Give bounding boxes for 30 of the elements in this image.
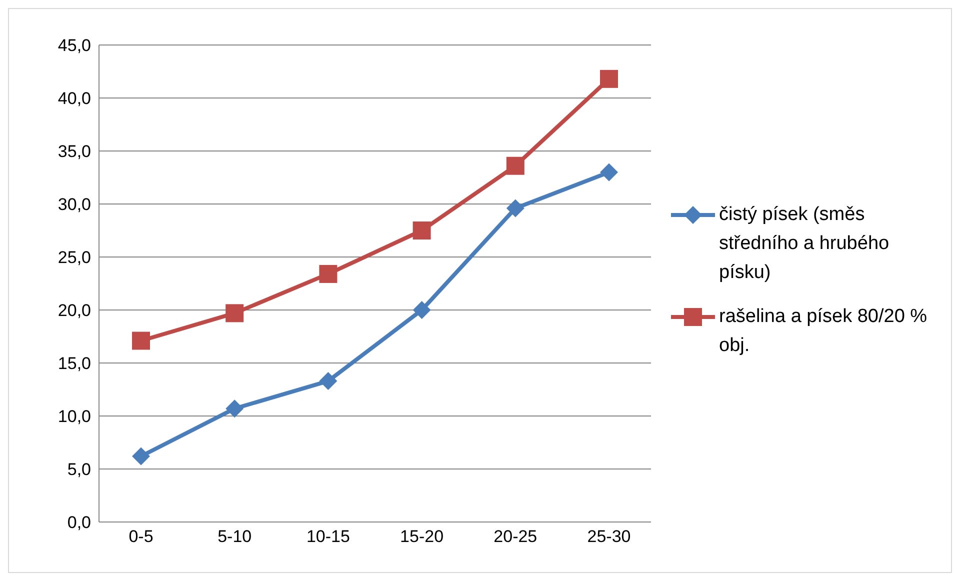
x-tick-label: 10-15 [306, 527, 350, 546]
y-tick-label: 40,0 [58, 89, 91, 108]
y-tick-label: 5,0 [67, 460, 91, 480]
point [506, 156, 524, 175]
y-tick-label: 20,0 [58, 301, 91, 320]
y-tick-label: 25,0 [58, 248, 91, 268]
point [226, 400, 244, 418]
point [412, 222, 431, 240]
y-tick-label: 35,0 [58, 142, 91, 162]
y-tick-label: 10,0 [58, 407, 91, 426]
point [600, 163, 618, 182]
y-tick-label: 30,0 [58, 195, 91, 214]
y-tick-label: 0,0 [67, 513, 91, 532]
point [226, 304, 244, 322]
point [319, 264, 338, 283]
point [600, 70, 618, 88]
point [132, 447, 150, 466]
point [506, 199, 524, 218]
y-tick-label: 45,0 [58, 36, 91, 56]
legend-label: čistý písek (směs středního a hrubého písku) [719, 203, 890, 285]
point [319, 372, 338, 390]
legend-label: rašelina a písek 80/20 % obj. [719, 305, 928, 358]
x-tick-label: 5-10 [218, 527, 252, 546]
x-tick-label: 15-20 [400, 527, 444, 546]
x-tick-label: 25-30 [587, 527, 631, 546]
y-tick-label: 15,0 [58, 354, 91, 374]
x-tick-label: 0-5 [128, 527, 154, 546]
point [412, 301, 431, 319]
point [132, 332, 150, 350]
x-tick-label: 20-25 [494, 527, 538, 546]
